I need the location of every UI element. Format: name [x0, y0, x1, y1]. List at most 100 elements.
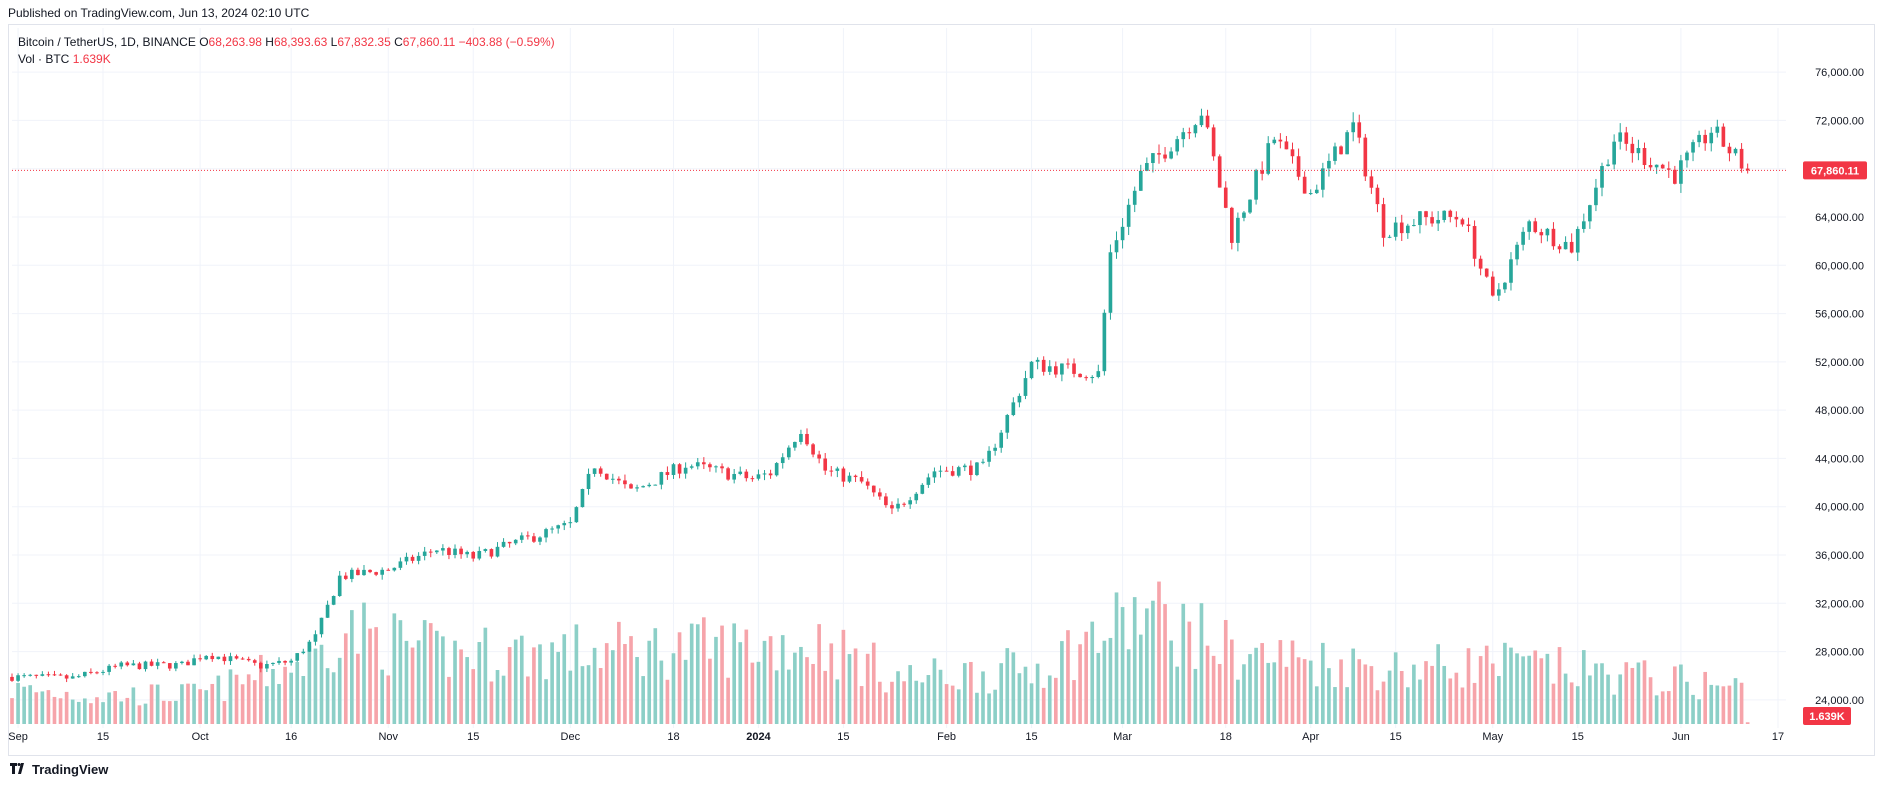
x-tick-label: Dec — [561, 731, 581, 743]
candle-body — [1296, 156, 1301, 177]
candle-body — [319, 617, 324, 635]
volume-bar — [1157, 581, 1161, 724]
candle-body — [604, 473, 609, 480]
candle-body — [1679, 160, 1683, 184]
volume-bar — [1430, 665, 1434, 724]
volume-bar — [1175, 666, 1180, 724]
volume-bar — [714, 636, 718, 724]
candle-body — [1503, 282, 1507, 290]
volume-bar — [1126, 649, 1131, 724]
x-tick-label: Oct — [192, 731, 209, 743]
time-axis[interactable]: Sep 15 Oct 16 Nov 15 Dec 18 2024 15 Feb 15 Mar 18 Apr 1… — [8, 731, 1784, 743]
volume-bar — [629, 636, 633, 724]
candle-body — [380, 569, 385, 575]
candle-body — [392, 567, 397, 571]
volume-bar — [1509, 647, 1513, 724]
candle-body — [1023, 378, 1028, 396]
volume-bar — [1745, 722, 1750, 724]
volume-bar — [847, 654, 852, 724]
volume-bar — [186, 683, 190, 724]
candle-body — [647, 484, 652, 487]
candle-body — [228, 656, 233, 662]
candle-body — [40, 674, 45, 676]
candle-body — [653, 484, 658, 486]
candle-body — [1078, 373, 1082, 378]
volume-bar — [1739, 682, 1744, 724]
volume-bar — [987, 693, 991, 724]
candle-body — [465, 551, 469, 555]
candle-body — [1442, 210, 1447, 220]
legend-high-label: H — [265, 35, 274, 49]
volume-bar — [495, 670, 500, 724]
x-tick-label: 2024 — [746, 731, 771, 743]
candle-body — [610, 478, 615, 480]
candle-body — [1181, 132, 1186, 140]
volume-bar — [1363, 664, 1368, 724]
volume-bar — [641, 676, 645, 724]
candle-body — [671, 464, 676, 475]
volume-bar — [1533, 650, 1538, 724]
volume-bar — [483, 627, 488, 724]
volume-bar — [902, 681, 906, 724]
volume-bar — [1314, 686, 1319, 724]
grid-lines — [12, 28, 1786, 728]
y-tick-label: 56,000.00 — [1815, 309, 1864, 321]
x-tick-label: Mar — [1113, 731, 1132, 743]
volume-bar — [174, 700, 178, 724]
candle-body — [1248, 199, 1252, 213]
candle-body — [768, 473, 773, 476]
volume-bar — [1387, 670, 1392, 724]
volume-bar — [1035, 663, 1040, 724]
volume-bar — [52, 696, 57, 724]
candle-body — [192, 658, 196, 666]
volume-bar — [64, 691, 69, 724]
volume-bar — [659, 660, 664, 724]
candle-body — [999, 432, 1004, 448]
chart-legend: Bitcoin / TetherUS, 1D, BINANCE O68,263.… — [18, 34, 555, 68]
candle-body — [1223, 187, 1228, 208]
candle-body — [1381, 204, 1386, 238]
x-tick-label: 15 — [467, 731, 479, 743]
volume-bar — [969, 661, 973, 724]
candle-body — [119, 662, 124, 667]
candle-body — [580, 489, 585, 508]
candle-body — [1072, 363, 1076, 374]
volume-bar — [932, 658, 937, 724]
volume-bar — [956, 689, 961, 724]
volume-bar — [817, 624, 821, 724]
candle-body — [1229, 207, 1234, 243]
candle-body — [1138, 170, 1143, 191]
volume-bar — [1612, 694, 1616, 724]
candle-body — [210, 655, 215, 660]
legend-ohlc-row: Bitcoin / TetherUS, 1D, BINANCE O68,263.… — [18, 34, 555, 51]
candle-body — [944, 470, 949, 472]
tradingview-logo[interactable]: TradingView — [10, 762, 108, 777]
candle-body — [817, 454, 821, 459]
volume-bar — [793, 652, 797, 724]
candle-body — [477, 550, 482, 559]
last-volume-tag-bg — [1803, 707, 1851, 725]
volume-bar — [981, 671, 985, 724]
volume-bar — [1685, 681, 1689, 724]
legend-symbol: Bitcoin / TetherUS, 1D, BINANCE — [18, 35, 196, 49]
candle-body — [1163, 154, 1167, 159]
volume-bar — [1205, 645, 1210, 724]
volume-bar — [580, 666, 585, 724]
volume-bar — [610, 650, 615, 724]
volume-bar — [1412, 664, 1416, 724]
candle-body — [1745, 168, 1750, 171]
candle-body — [1054, 366, 1058, 375]
candle-body — [1466, 224, 1471, 227]
x-tick-label: 15 — [1025, 731, 1037, 743]
volume-bar — [1618, 674, 1623, 724]
candle-body — [598, 468, 603, 474]
volume-bar — [1563, 673, 1568, 724]
candle-body — [1302, 176, 1307, 194]
volume-bar — [301, 675, 306, 724]
volume-bar — [944, 684, 949, 724]
x-tick-label: Jun — [1672, 731, 1690, 743]
candle-body — [1545, 228, 1550, 236]
legend-close-value: 67,860.11 — [402, 35, 456, 49]
volume-bar — [841, 629, 846, 724]
